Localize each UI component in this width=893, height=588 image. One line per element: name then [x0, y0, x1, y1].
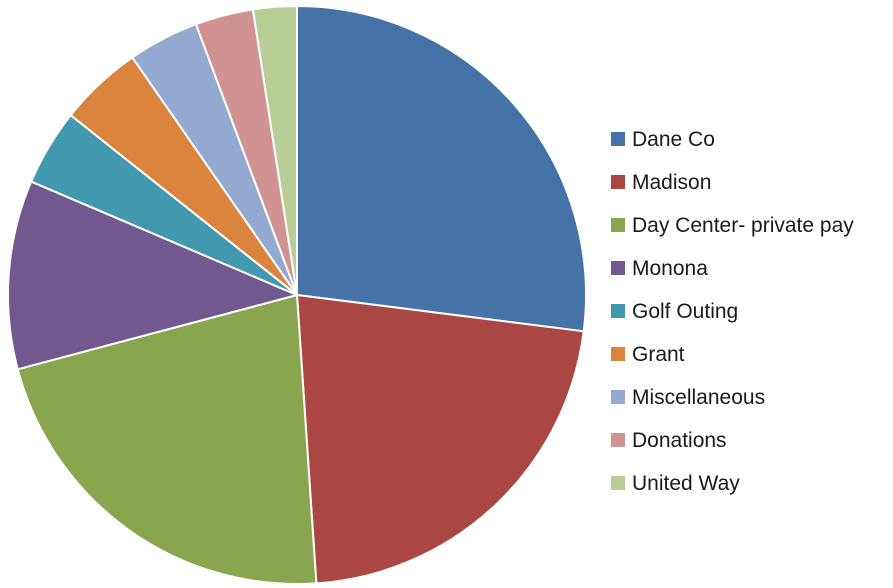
- legend-label-day-center-private-pay: Day Center- private pay: [632, 214, 854, 237]
- legend-label-donations: Donations: [632, 429, 727, 452]
- legend-swatch-miscellaneous: [611, 390, 625, 404]
- legend: Dane Co Madison Day Center- private pay Mon…: [611, 128, 854, 495]
- legend-label-monona: Monona: [632, 257, 708, 280]
- pie-slice-day-center-private-pay: [16, 294, 318, 585]
- legend-swatch-madison: [611, 175, 625, 189]
- legend-label-dane-co: Dane Co: [632, 128, 715, 151]
- legend-label-madison: Madison: [632, 171, 711, 194]
- legend-swatch-golf-outing: [611, 304, 625, 318]
- legend-label-miscellaneous: Miscellaneous: [632, 386, 765, 409]
- legend-label-united-way: United Way: [632, 472, 740, 495]
- pie-slices: [7, 5, 587, 585]
- legend-swatch-donations: [611, 433, 625, 447]
- legend-swatch-monona: [611, 261, 625, 275]
- legend-label-grant: Grant: [632, 343, 685, 366]
- pie-slice-united-way: [251, 5, 298, 296]
- legend-swatch-united-way: [611, 476, 625, 490]
- legend-swatch-day-center-private-pay: [611, 218, 625, 232]
- pie-slice-madison: [296, 294, 585, 585]
- legend-swatch-grant: [611, 347, 625, 361]
- legend-label-golf-outing: Golf Outing: [632, 300, 738, 323]
- pie-slice-monona: [7, 180, 298, 371]
- legend-swatch-dane-co: [611, 132, 625, 146]
- pie-slice-dane-co: [296, 5, 587, 333]
